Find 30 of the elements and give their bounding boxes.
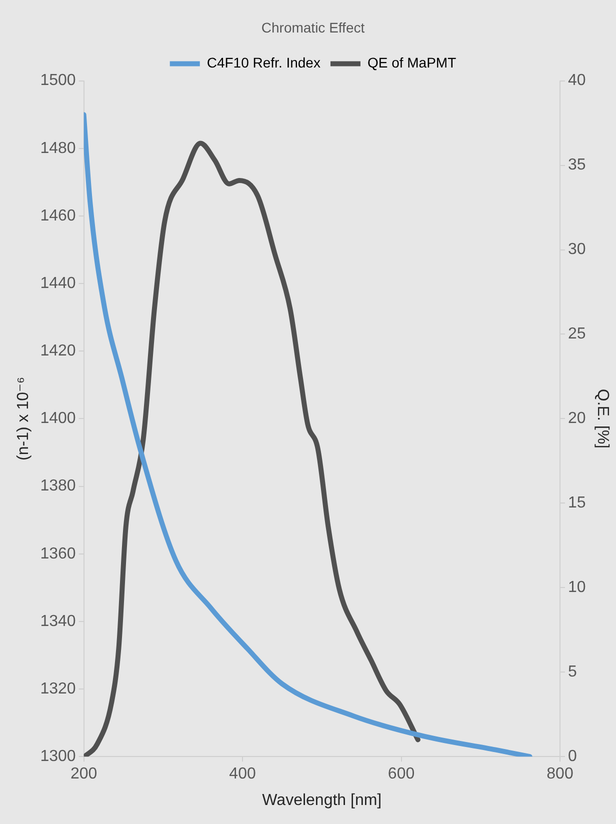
x-tick-label: 400 [229,766,256,783]
y-tick-label: 1340 [40,612,76,630]
y2-tick-label: 10 [568,579,586,596]
y2-tick-label: 5 [568,664,578,681]
x-tick-label: 200 [70,766,98,783]
y-tick-label: 1500 [40,72,76,90]
x-tick-label: 800 [546,766,574,783]
y-tick-label: 1440 [40,274,76,292]
y2-tick-label: 25 [568,326,586,343]
y-tick-label: 1360 [40,545,76,562]
chart-title: Chromatic Effect [261,19,365,36]
y2-tick-label: 0 [568,748,578,766]
y2-axis-title: Q.E. [%] [594,388,611,448]
y-tick-label: 1300 [40,748,76,766]
y-axis-title: (n-1) x 10⁻⁶ [15,376,32,460]
x-tick-label: 600 [388,766,415,783]
y-tick-label: 1480 [40,140,76,157]
y-tick-label: 1380 [40,478,76,495]
y2-tick-label: 15 [568,494,586,512]
y-tick-label: 1320 [40,680,76,698]
y2-tick-label: 40 [568,72,586,90]
legend-label: QE of MaPMT [367,54,457,71]
y2-tick-label: 20 [568,410,586,428]
y-tick-label: 1460 [40,207,76,224]
y2-tick-label: 35 [568,156,586,174]
x-axis-title: Wavelength [nm] [262,792,382,809]
legend-label: C4F10 Refr. Index [206,54,320,71]
y-tick-label: 1400 [40,410,76,428]
y-tick-label: 1420 [40,342,76,360]
y2-tick-label: 30 [568,241,586,258]
